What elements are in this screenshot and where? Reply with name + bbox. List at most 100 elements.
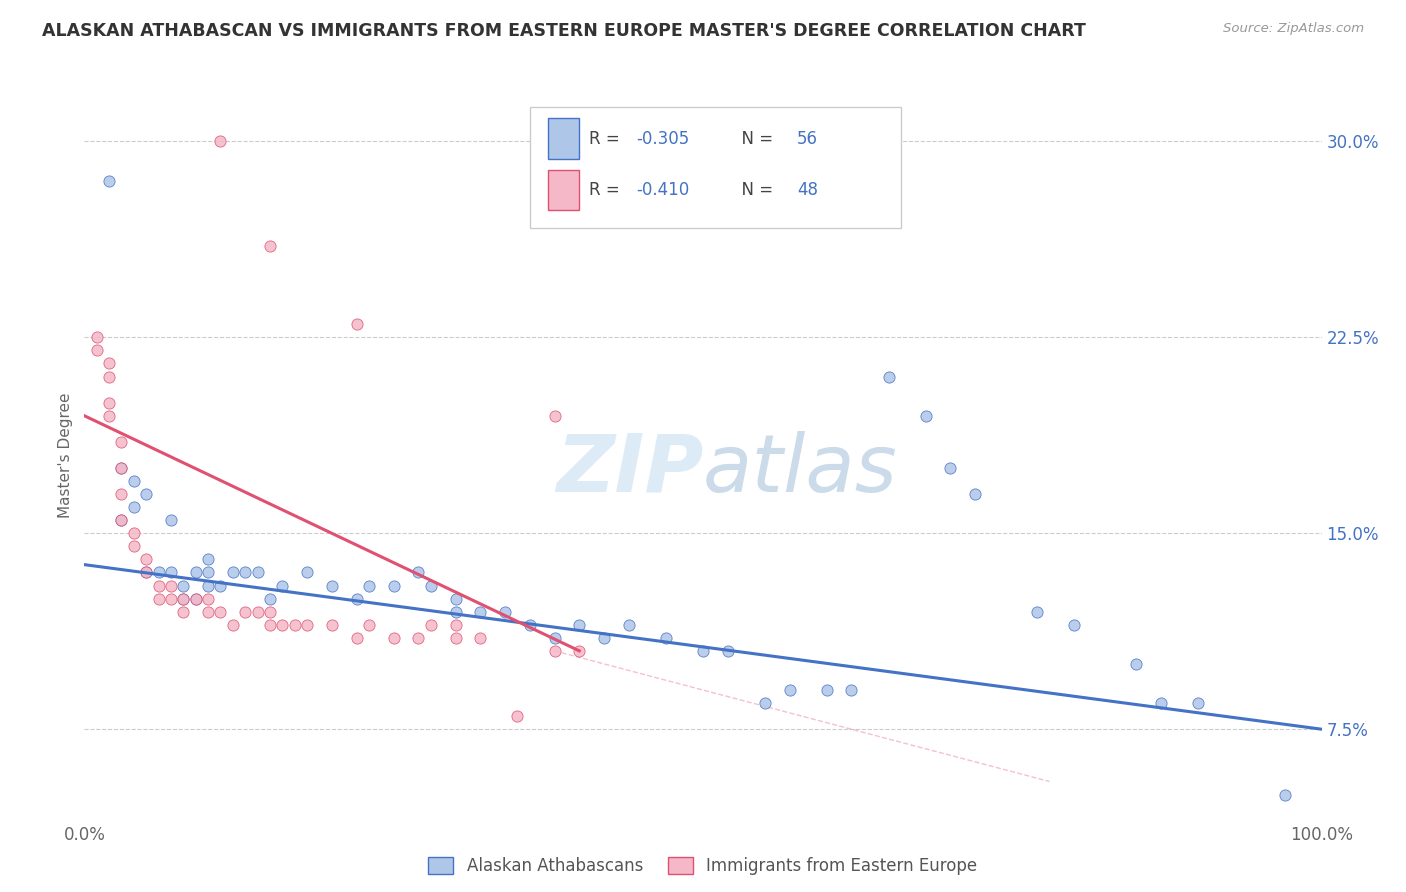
Point bbox=[197, 591, 219, 606]
Point bbox=[543, 631, 565, 645]
Point bbox=[346, 631, 368, 645]
Text: 56: 56 bbox=[797, 130, 818, 148]
Point bbox=[655, 631, 678, 645]
Point bbox=[122, 474, 145, 488]
Point bbox=[233, 605, 256, 619]
Point bbox=[259, 591, 281, 606]
Point bbox=[110, 513, 132, 527]
Point bbox=[110, 461, 132, 475]
Point bbox=[914, 409, 936, 423]
Point bbox=[494, 605, 516, 619]
Point bbox=[86, 343, 108, 358]
Point bbox=[779, 683, 801, 698]
Point bbox=[98, 369, 121, 384]
Point bbox=[1187, 696, 1209, 710]
Point bbox=[160, 578, 183, 592]
Text: -0.305: -0.305 bbox=[636, 130, 689, 148]
Point bbox=[470, 605, 492, 619]
Text: ALASKAN ATHABASCAN VS IMMIGRANTS FROM EASTERN EUROPE MASTER'S DEGREE CORRELATION: ALASKAN ATHABASCAN VS IMMIGRANTS FROM EA… bbox=[42, 22, 1085, 40]
Point bbox=[346, 591, 368, 606]
Point bbox=[148, 566, 170, 580]
Point bbox=[568, 644, 591, 658]
Point bbox=[122, 526, 145, 541]
Point bbox=[110, 461, 132, 475]
Point bbox=[197, 578, 219, 592]
Point bbox=[110, 513, 132, 527]
Point bbox=[444, 605, 467, 619]
Point bbox=[419, 578, 441, 592]
Point bbox=[148, 578, 170, 592]
Point bbox=[357, 578, 380, 592]
Point bbox=[617, 617, 640, 632]
Point bbox=[135, 566, 157, 580]
Point bbox=[717, 644, 740, 658]
Point bbox=[135, 487, 157, 501]
Point bbox=[184, 566, 207, 580]
Text: R =: R = bbox=[589, 181, 626, 199]
Point bbox=[321, 578, 343, 592]
Point bbox=[1274, 788, 1296, 802]
Point bbox=[841, 683, 863, 698]
Point bbox=[160, 513, 183, 527]
Point bbox=[271, 617, 294, 632]
Point bbox=[357, 617, 380, 632]
Point bbox=[692, 644, 714, 658]
Text: ZIP: ZIP bbox=[555, 431, 703, 508]
Text: 48: 48 bbox=[797, 181, 818, 199]
Point bbox=[110, 487, 132, 501]
Point bbox=[172, 578, 194, 592]
Text: N =: N = bbox=[731, 181, 779, 199]
Point bbox=[86, 330, 108, 344]
Point bbox=[259, 605, 281, 619]
Point bbox=[408, 631, 430, 645]
Point bbox=[197, 566, 219, 580]
Point bbox=[135, 566, 157, 580]
Point bbox=[172, 591, 194, 606]
Point bbox=[1026, 605, 1049, 619]
Point bbox=[444, 631, 467, 645]
Point bbox=[209, 605, 232, 619]
Point bbox=[110, 434, 132, 449]
Point bbox=[122, 539, 145, 553]
Point bbox=[346, 318, 368, 332]
Point bbox=[444, 617, 467, 632]
Point bbox=[160, 591, 183, 606]
Point bbox=[965, 487, 987, 501]
Point bbox=[233, 566, 256, 580]
Point bbox=[1150, 696, 1173, 710]
Text: N =: N = bbox=[731, 130, 779, 148]
Point bbox=[382, 631, 405, 645]
Text: -0.410: -0.410 bbox=[636, 181, 689, 199]
Point bbox=[470, 631, 492, 645]
Point bbox=[815, 683, 838, 698]
Point bbox=[593, 631, 616, 645]
Point bbox=[321, 617, 343, 632]
Point bbox=[246, 566, 269, 580]
Point bbox=[295, 566, 318, 580]
Point bbox=[148, 591, 170, 606]
Point bbox=[184, 591, 207, 606]
Text: Source: ZipAtlas.com: Source: ZipAtlas.com bbox=[1223, 22, 1364, 36]
Point bbox=[284, 617, 307, 632]
Point bbox=[98, 174, 121, 188]
FancyBboxPatch shape bbox=[548, 119, 579, 159]
Point bbox=[939, 461, 962, 475]
Point bbox=[172, 605, 194, 619]
Point bbox=[877, 369, 900, 384]
Point bbox=[98, 395, 121, 409]
FancyBboxPatch shape bbox=[530, 108, 901, 228]
Point bbox=[222, 566, 245, 580]
Point bbox=[295, 617, 318, 632]
Point bbox=[543, 644, 565, 658]
Text: R =: R = bbox=[589, 130, 626, 148]
Point bbox=[1063, 617, 1085, 632]
Point bbox=[543, 409, 565, 423]
Point bbox=[408, 566, 430, 580]
Point bbox=[98, 356, 121, 371]
Point bbox=[98, 409, 121, 423]
Point bbox=[135, 552, 157, 566]
Point bbox=[259, 239, 281, 253]
Point bbox=[382, 578, 405, 592]
Point bbox=[209, 135, 232, 149]
Point bbox=[1125, 657, 1147, 671]
